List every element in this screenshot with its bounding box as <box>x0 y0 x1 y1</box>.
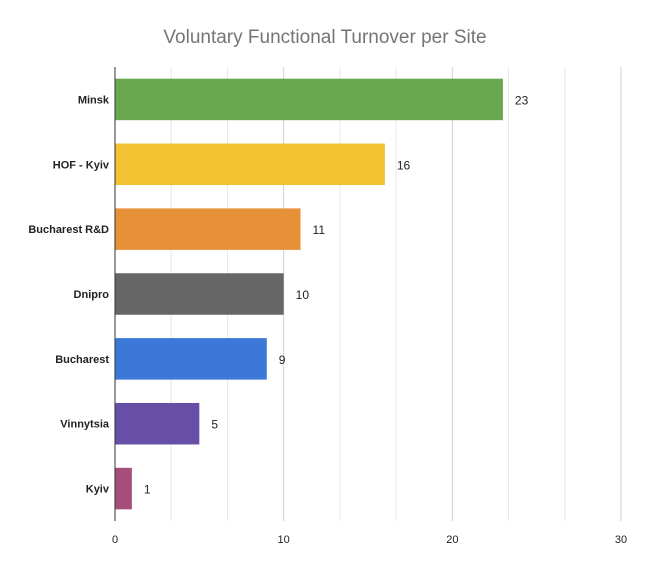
bar-vinnytsia <box>115 402 200 445</box>
category-label: Kyiv <box>86 484 110 496</box>
data-label: 1 <box>144 483 151 497</box>
data-label: 23 <box>515 93 529 107</box>
chart-title: Voluntary Functional Turnover per Site <box>163 27 487 48</box>
data-label: 11 <box>313 223 326 237</box>
bar-bucharest-r-d <box>115 208 301 250</box>
category-label: Dnipro <box>74 289 110 301</box>
bar-minsk <box>115 78 503 121</box>
category-label: HOF - Kyiv <box>53 159 110 171</box>
x-tick-label: 0 <box>112 534 118 546</box>
bar-hof-kyiv <box>115 143 385 186</box>
bar-bucharest <box>115 338 267 380</box>
bar-dnipro <box>115 273 284 315</box>
category-label: Bucharest R&D <box>28 224 109 236</box>
x-tick-label: 10 <box>278 534 290 546</box>
x-tick-label: 30 <box>615 534 627 546</box>
data-label: 16 <box>397 158 411 172</box>
data-label: 9 <box>279 353 286 367</box>
category-label: Minsk <box>78 94 110 106</box>
data-label: 5 <box>211 418 218 432</box>
category-label: Bucharest <box>55 354 109 366</box>
category-label: Vinnytsia <box>60 419 110 431</box>
data-label: 10 <box>296 288 310 302</box>
x-tick-label: 20 <box>446 534 458 546</box>
bar-kyiv <box>115 467 132 510</box>
